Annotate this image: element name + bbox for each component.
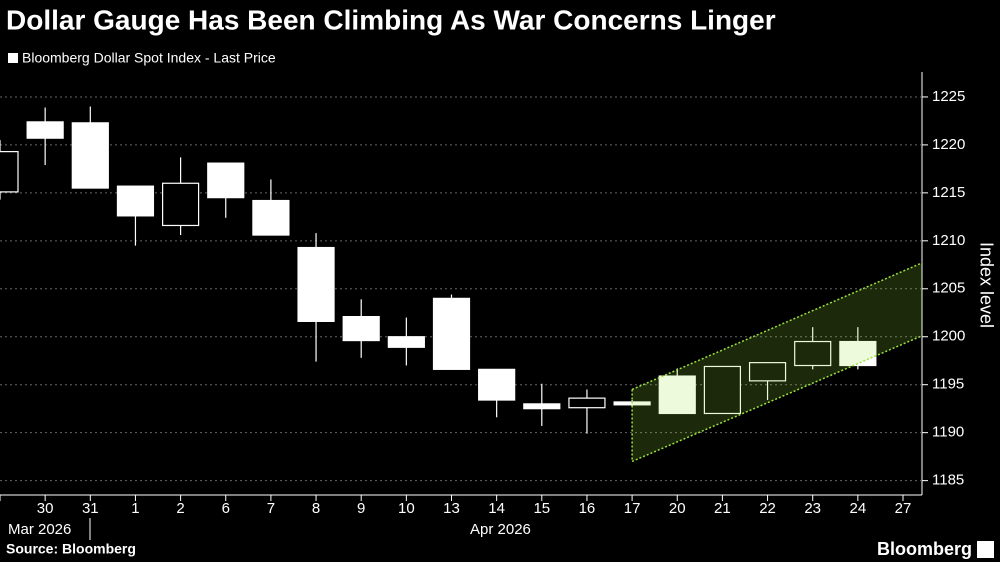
candle-body — [748, 362, 787, 382]
candle-body — [432, 297, 471, 370]
candle-body — [658, 375, 696, 415]
x-tick-label: 9 — [357, 500, 365, 517]
plot-area — [0, 106, 922, 463]
x-tick-label: 8 — [312, 500, 320, 517]
y-tick-label: 1195 — [932, 376, 964, 393]
y-tick-label: 1200 — [932, 328, 965, 345]
x-tick-label: 21 — [714, 500, 731, 517]
legend-swatch — [8, 53, 18, 63]
y-tick-label: 1225 — [932, 88, 965, 105]
brand: Bloomberg — [877, 539, 972, 559]
y-tick-label: 1185 — [932, 472, 964, 489]
y-axis-title: Index level — [976, 242, 996, 328]
candle-body — [568, 397, 606, 409]
candle-body — [297, 246, 335, 322]
candle-body — [162, 182, 200, 227]
candle-body — [342, 315, 380, 342]
x-tick-label: 1 — [131, 500, 139, 517]
x-tick-label: 23 — [804, 500, 821, 517]
y-tick-label: 1205 — [932, 280, 965, 297]
y-tick-label: 1220 — [932, 136, 965, 153]
candle-body — [703, 365, 742, 415]
candle-body — [71, 122, 109, 189]
x-tick-label: 10 — [398, 500, 415, 517]
candle-body — [387, 336, 425, 348]
y-tick-label: 1210 — [932, 232, 965, 249]
x-tick-label: 17 — [624, 500, 641, 517]
source: Source: Bloomberg — [6, 541, 136, 557]
candle-body — [523, 403, 561, 410]
x-tick-label: 22 — [759, 500, 776, 517]
x-tick-label: 13 — [443, 500, 460, 517]
brand-icon — [977, 541, 994, 558]
candle-body — [839, 340, 877, 367]
x-tick-label: 27 — [895, 500, 912, 517]
x-tick-label: 14 — [488, 500, 505, 517]
chart-title: Dollar Gauge Has Been Climbing As War Co… — [6, 4, 776, 35]
x-tick-label: 16 — [579, 500, 596, 517]
x-group-label: Apr 2026 — [470, 521, 531, 538]
candle-body — [0, 151, 19, 193]
y-tick-label: 1190 — [932, 424, 964, 441]
x-tick-label: 7 — [267, 500, 275, 517]
candle-body — [252, 199, 290, 236]
candle-body — [207, 162, 245, 199]
candle-body — [478, 368, 516, 401]
x-group-label: Mar 2026 — [8, 521, 71, 538]
x-tick-label: 24 — [850, 500, 867, 517]
x-tick-label: 15 — [533, 500, 550, 517]
y-tick-label: 1215 — [932, 184, 965, 201]
channel-area — [632, 262, 922, 462]
legend-label: Bloomberg Dollar Spot Index - Last Price — [22, 50, 276, 66]
candle-body — [794, 340, 832, 367]
channel-line — [631, 335, 922, 463]
x-tick-label: 2 — [176, 500, 184, 517]
candle-body — [26, 121, 64, 139]
x-tick-label: 20 — [669, 500, 686, 517]
x-tick-label: 30 — [37, 500, 54, 517]
channel-line — [631, 262, 922, 391]
x-tick-label: 6 — [222, 500, 230, 517]
candle-body — [116, 185, 155, 217]
x-tick-label: 31 — [82, 500, 99, 517]
